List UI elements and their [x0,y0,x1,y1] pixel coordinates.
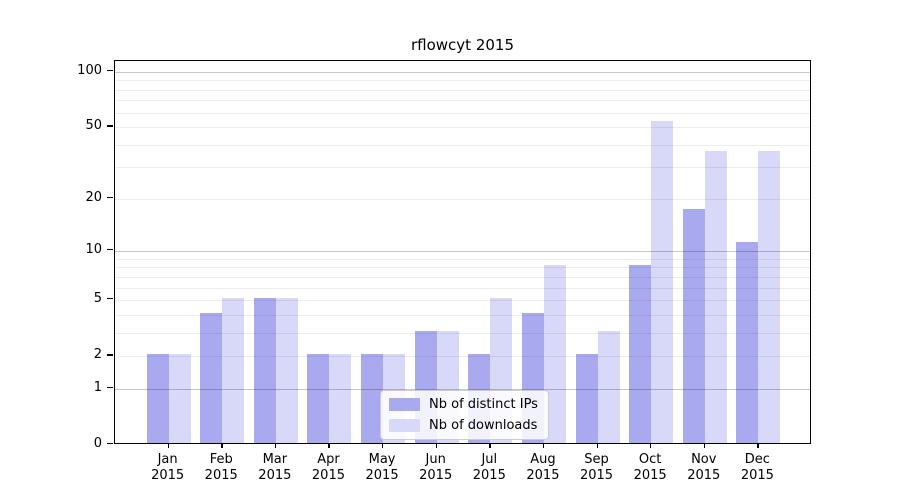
x-tick-label: Apr 2015 [311,452,345,483]
bar-downloads [168,354,191,443]
x-tick [328,444,330,448]
x-tick [703,444,706,448]
y-tick [107,298,113,300]
x-tick-label: Nov 2015 [687,452,721,483]
legend-item-downloads: Nb of downloads [389,417,538,434]
x-tick-label: Oct 2015 [633,452,667,483]
y-tick [107,70,113,72]
x-tick [650,444,652,448]
y-tick-label: 1 [93,379,102,395]
y-tick [107,443,113,445]
x-tick-label: Sep 2015 [579,452,614,483]
bar-downloads [222,298,245,443]
x-tick [274,444,277,448]
x-tick-label: May 2015 [365,452,399,483]
legend: Nb of distinct IPs Nb of downloads [380,390,549,440]
bar-distinct-ips [361,354,384,443]
legend-item-distinct-ips: Nb of distinct IPs [389,396,538,413]
x-tick [435,444,437,448]
gridline [115,144,810,146]
bar-distinct-ips [736,242,759,443]
bar-downloads [704,151,727,443]
x-tick [596,444,598,448]
bar-distinct-ips [629,265,652,443]
bar-downloads [597,330,620,443]
gridline [115,112,810,114]
x-tick [757,444,759,448]
y-tick-label: 2 [93,347,102,363]
chart-title: rflowcyt 2015 [410,36,514,54]
gridline [115,100,810,102]
x-tick-label: Aug 2015 [526,452,560,483]
x-tick [167,444,169,448]
legend-swatch-distinct-ips [389,398,420,411]
x-tick-label: Jan 2015 [151,452,185,483]
legend-label: Nb of distinct IPs [429,397,538,412]
bar-downloads [275,298,298,443]
legend-swatch-downloads [389,419,420,432]
y-tick-label: 0 [93,436,102,451]
y-tick [107,249,113,251]
y-tick-label: 50 [85,118,102,134]
y-tick [107,386,113,389]
plot-area [114,60,811,444]
bar-distinct-ips [200,312,223,443]
gridline [115,89,810,91]
y-tick [107,196,113,199]
bar-downloads [543,265,566,443]
y-tick [107,354,113,356]
bar-downloads [329,354,352,443]
bar-distinct-ips [307,354,330,443]
x-tick-label: Jun 2015 [419,452,453,483]
bar-downloads [651,120,674,443]
gridline [115,127,810,129]
y-tick-label: 10 [85,242,102,258]
legend-label: Nb of downloads [429,418,538,433]
gridline [115,72,810,73]
x-tick [221,444,223,448]
y-tick-label: 20 [85,189,102,205]
gridline [115,80,810,82]
bar-distinct-ips [253,298,276,443]
bar-distinct-ips [682,209,705,443]
x-tick-label: Dec 2015 [740,452,774,483]
y-tick [107,125,113,127]
y-tick-label: 5 [93,291,102,307]
x-tick [542,444,545,448]
x-tick-label: Mar 2015 [258,452,292,483]
bar-distinct-ips [146,354,169,443]
y-tick-label: 100 [77,63,102,78]
bar-distinct-ips [575,354,598,443]
x-tick-label: Jul 2015 [472,452,506,483]
x-tick [382,444,384,448]
x-tick [489,444,491,448]
x-tick-label: Feb 2015 [204,452,238,483]
bar-downloads [758,151,781,443]
